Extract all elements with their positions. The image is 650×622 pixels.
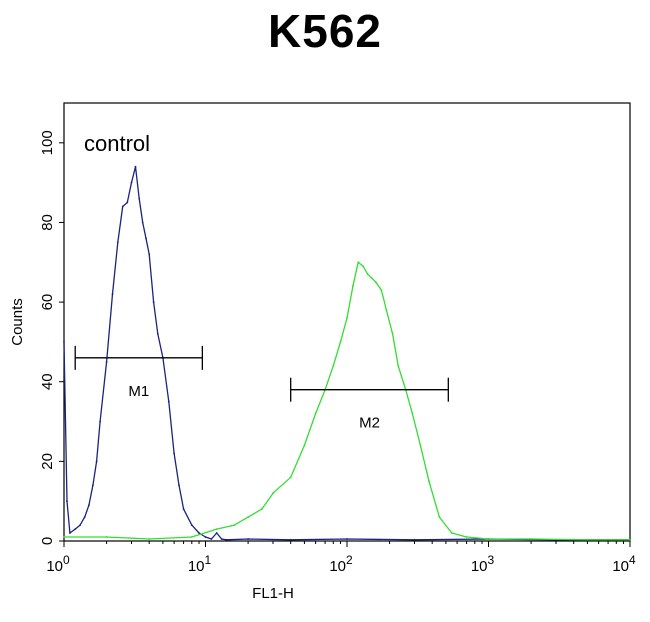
data-point [173, 452, 176, 455]
control-annotation: control [84, 131, 150, 156]
y-axis: 0 20 40 60 80 100 [39, 130, 64, 545]
data-point [385, 309, 388, 311]
y-axis-label: Counts [9, 298, 26, 346]
data-point [141, 221, 144, 224]
data-point [83, 516, 86, 518]
data-point [260, 508, 263, 510]
data-point [339, 341, 342, 343]
data-point [289, 538, 292, 541]
y-tick-label: 40 [39, 373, 56, 390]
data-point [148, 538, 151, 540]
data-point [272, 492, 274, 495]
y-tick-label: 0 [39, 537, 56, 545]
data-point [413, 538, 416, 541]
data-point [375, 281, 377, 284]
data-point [380, 289, 383, 291]
data-point [357, 261, 360, 264]
series-line-sample [64, 261, 630, 541]
data-point [99, 420, 101, 423]
data-point [204, 536, 207, 538]
data-point [438, 516, 441, 518]
data-point [88, 504, 90, 507]
data-point [371, 277, 373, 280]
data-point [233, 524, 236, 526]
data-point [121, 205, 124, 208]
x-tick-label: 101 [188, 553, 212, 575]
data-point [419, 444, 422, 447]
data-point [391, 333, 394, 335]
data-point [198, 532, 200, 534]
x-tick-label: 104 [612, 553, 636, 575]
data-point [428, 480, 430, 483]
data-point [167, 400, 170, 403]
data-point [74, 528, 77, 530]
data-point [152, 301, 155, 303]
x-tick-label: 102 [329, 553, 353, 575]
data-point [397, 364, 400, 367]
data-point [105, 536, 108, 538]
data-point [450, 532, 453, 534]
data-point [487, 538, 490, 540]
data-point [66, 500, 68, 503]
data-point [225, 538, 228, 541]
data-point [63, 341, 65, 343]
data-point [111, 293, 114, 295]
data-point [145, 237, 147, 240]
plot-frame [63, 102, 631, 542]
data-point [362, 265, 364, 268]
data-point [134, 165, 137, 168]
gate-m2-label: M2 [359, 415, 380, 432]
data-point [130, 181, 133, 184]
data-point [314, 412, 317, 415]
y-tick-label: 60 [39, 294, 56, 311]
data-point [126, 201, 129, 204]
data-point [247, 538, 250, 540]
data-point [411, 412, 414, 415]
data-point [303, 444, 306, 447]
y-tick-label: 80 [39, 214, 56, 231]
series-layer [63, 165, 631, 541]
data-point [138, 197, 141, 200]
data-point [92, 484, 94, 487]
data-point [178, 484, 180, 487]
data-point [352, 285, 354, 288]
data-point [156, 333, 159, 335]
data-point [190, 524, 193, 526]
chart-title: K562 [268, 5, 382, 57]
data-point [210, 538, 213, 540]
gate-m1-label: M1 [128, 383, 149, 400]
x-tick-label: 100 [46, 553, 70, 575]
data-point [69, 532, 71, 534]
x-axis: 100 101 102 103 104 [46, 541, 636, 575]
x-axis-label: FL1-H [252, 585, 294, 602]
data-point [116, 241, 119, 244]
x-tick-label: 103 [471, 553, 495, 575]
data-point [346, 317, 348, 319]
data-point [63, 536, 65, 538]
data-point [247, 516, 250, 518]
data-point [530, 538, 532, 540]
data-point [79, 524, 81, 526]
series-line-control [63, 166, 630, 541]
data-point [346, 538, 348, 540]
y-tick-label: 20 [39, 453, 56, 470]
data-point [148, 253, 151, 256]
data-point [105, 360, 108, 363]
data-point [182, 508, 185, 510]
data-point [332, 364, 335, 367]
data-point [190, 536, 193, 538]
marker-layer: M1 M2 [74, 345, 449, 432]
y-tick-label: 100 [39, 130, 56, 155]
data-point [220, 538, 223, 540]
data-point [95, 460, 98, 463]
data-point [215, 528, 218, 530]
data-point [465, 536, 468, 538]
data-point [629, 538, 631, 541]
data-point [289, 476, 292, 479]
data-point [366, 273, 369, 276]
data-point [586, 538, 589, 541]
data-point [215, 532, 218, 534]
